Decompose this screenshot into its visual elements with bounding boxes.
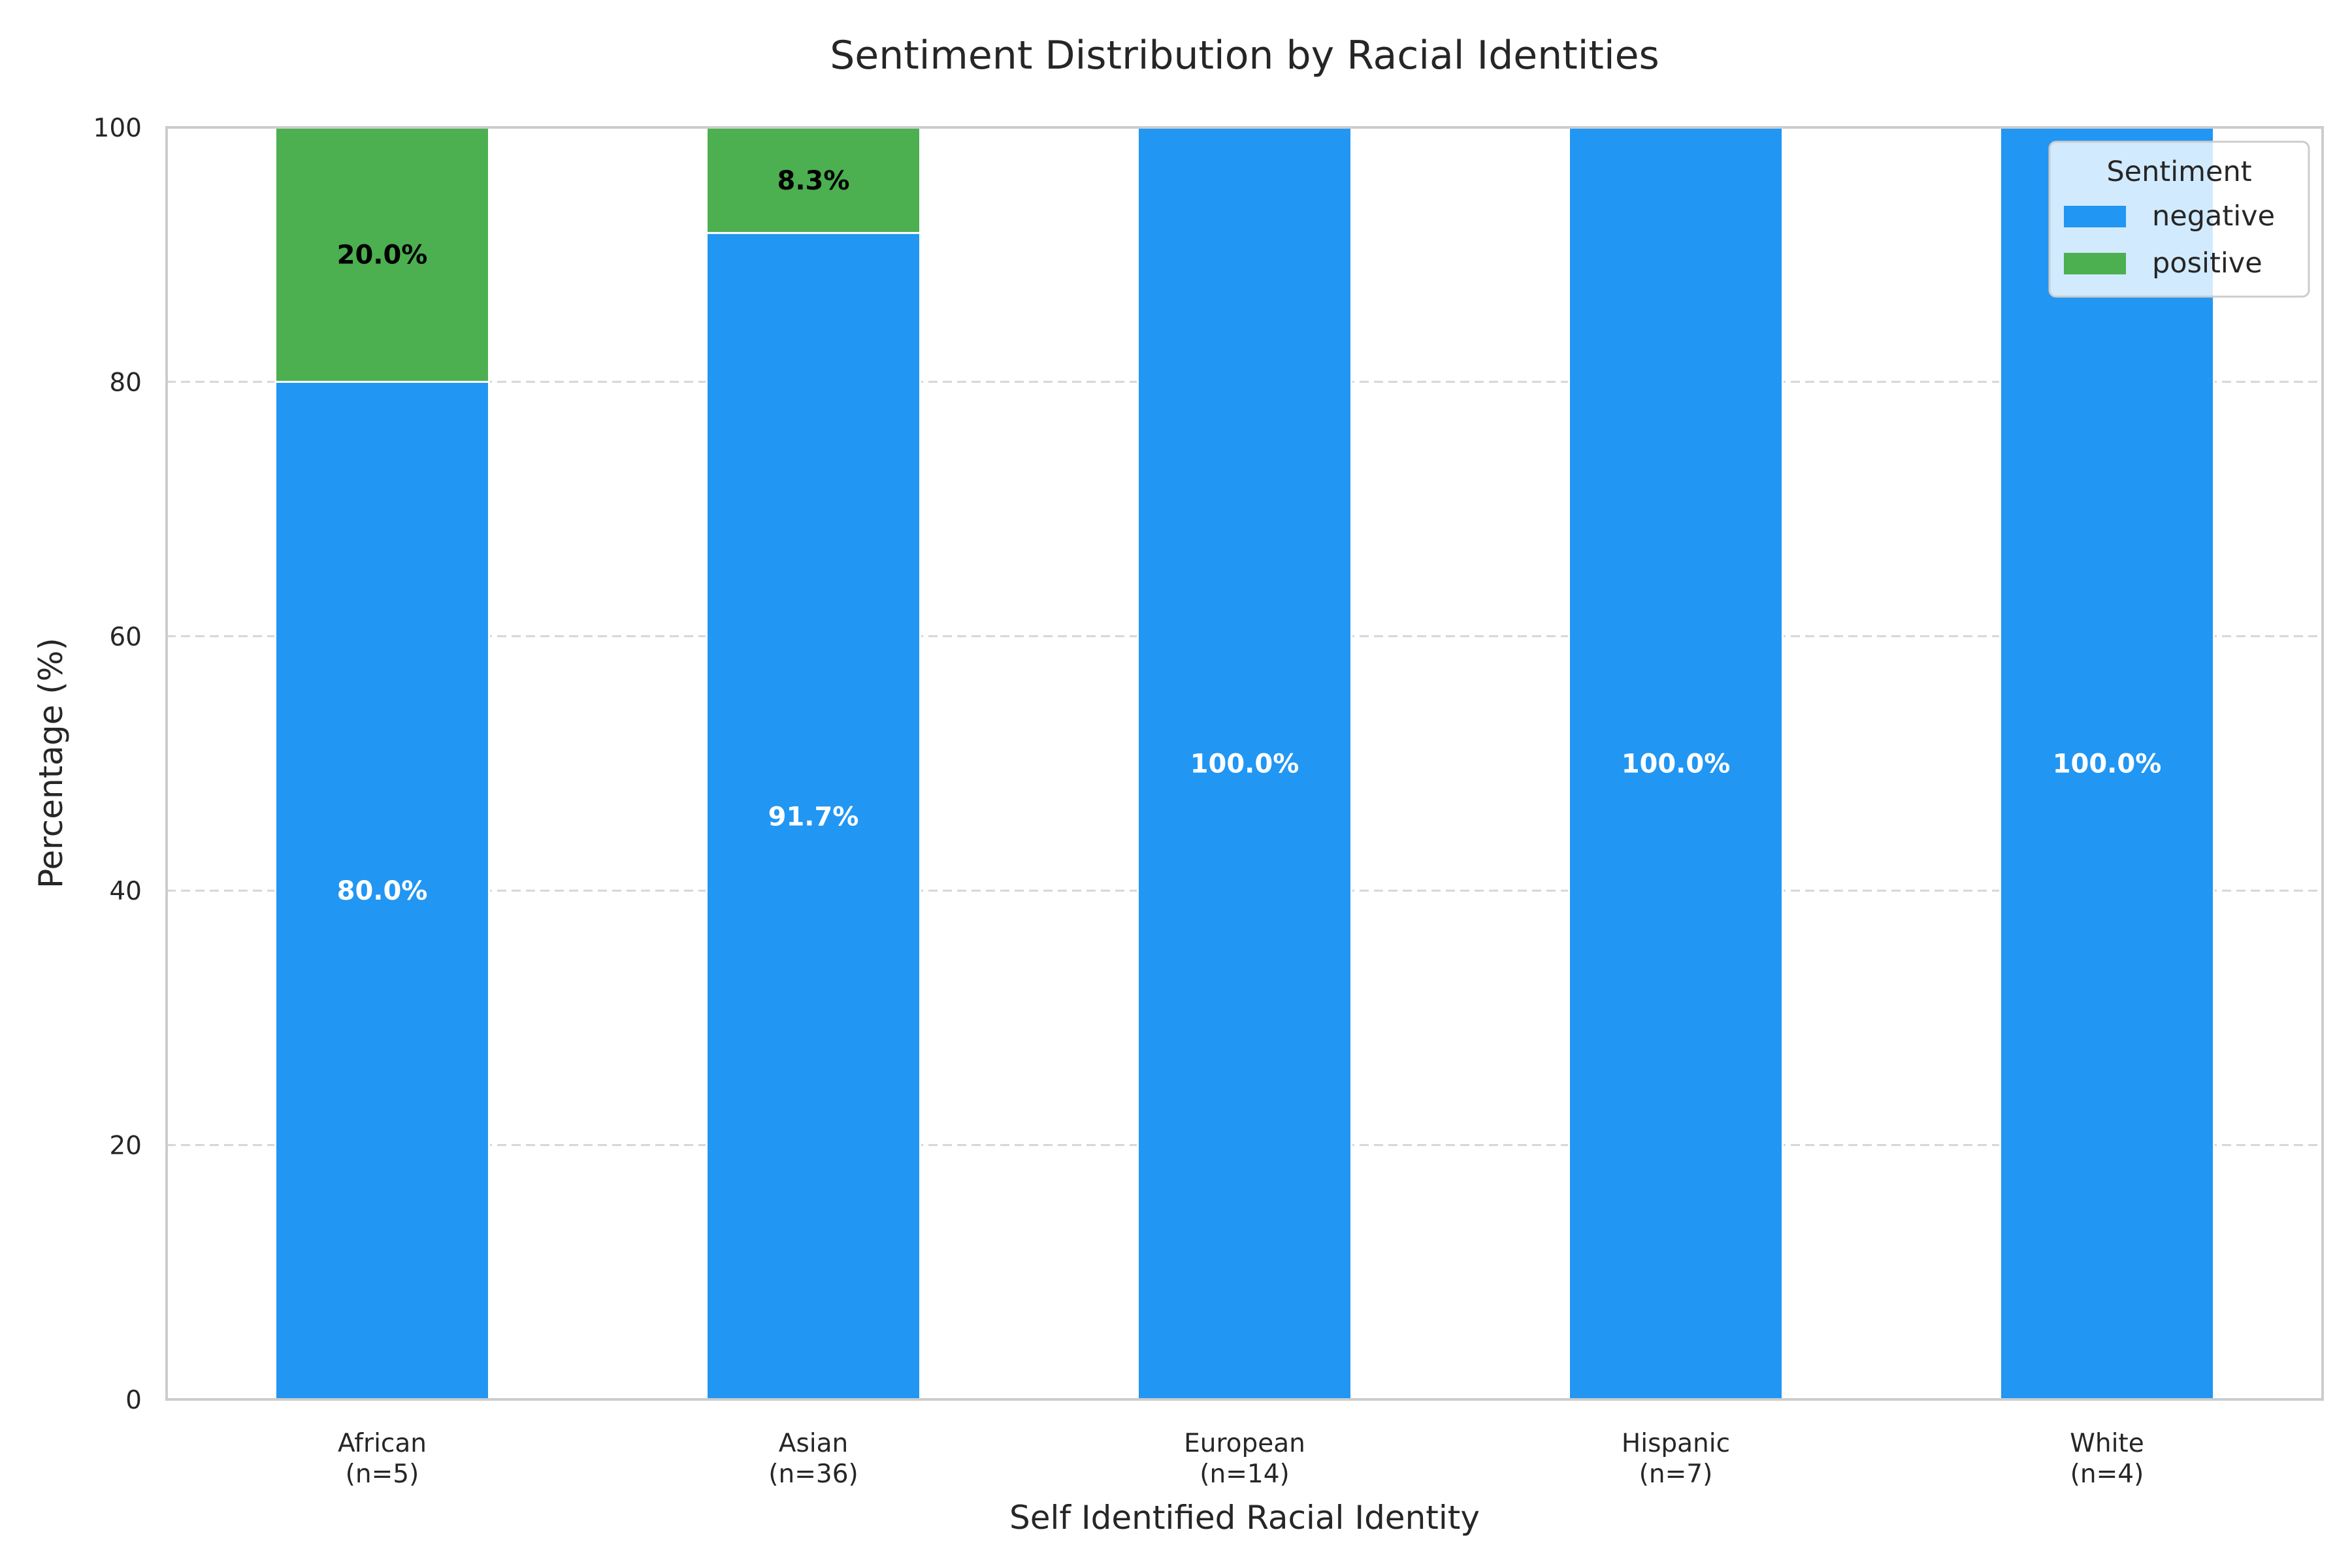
bar-negative [1137, 126, 1352, 1401]
bar-value-label: 91.7% [768, 802, 859, 832]
bar-value-label: 8.3% [777, 166, 850, 196]
legend: Sentiment negative positive [2048, 140, 2310, 298]
y-tick-label: 60 [109, 623, 142, 652]
y-tick-label: 80 [109, 368, 142, 397]
bar-value-label: 100.0% [2053, 749, 2162, 779]
bar-labels: 80.0% 20.0% 91.7% 8.3% 100.0% 100.0% 100.0% [337, 166, 2162, 906]
legend-swatch-positive [2064, 253, 2126, 274]
bar-negative [1999, 126, 2215, 1401]
y-axis-label: Percentage (%) [32, 638, 70, 889]
y-tick-label: 20 [109, 1132, 142, 1161]
legend-swatch-negative [2064, 206, 2126, 227]
y-tick-label: 40 [109, 877, 142, 906]
bar-value-label: 80.0% [337, 876, 428, 906]
x-tick-label: Hispanic (n=7) [1622, 1429, 1730, 1489]
x-axis-ticks: African (n=5) Asian (n=36) European (n=14) His… [338, 1429, 2144, 1489]
legend-label-positive: positive [2152, 247, 2262, 280]
bar-positive [274, 126, 490, 383]
y-tick-label: 0 [125, 1386, 142, 1415]
y-tick-label: 100 [93, 114, 142, 143]
y-axis-ticks: 0 20 40 60 80 100 [93, 114, 142, 1415]
bar-value-label: 20.0% [337, 240, 428, 270]
legend-title: Sentiment [2106, 155, 2251, 188]
x-axis-label: Self Identified Racial Identity [1009, 1499, 1480, 1537]
plot-frame [165, 126, 2324, 1401]
bar-negative [1568, 126, 1784, 1401]
bar-negative [274, 380, 490, 1401]
x-tick-label: White (n=4) [2070, 1429, 2144, 1489]
bar-value-label: 100.0% [1190, 749, 1299, 779]
chart-title: Sentiment Distribution by Racial Identit… [830, 33, 1659, 78]
bar-value-label: 100.0% [1622, 749, 1731, 779]
bars [274, 126, 2215, 1401]
bar-positive [706, 126, 921, 235]
bar-negative [706, 232, 921, 1401]
x-tick-label: Asian (n=36) [768, 1429, 858, 1489]
legend-label-negative: negative [2152, 200, 2275, 233]
x-tick-label: African (n=5) [338, 1429, 427, 1489]
x-tick-label: European (n=14) [1184, 1429, 1305, 1489]
